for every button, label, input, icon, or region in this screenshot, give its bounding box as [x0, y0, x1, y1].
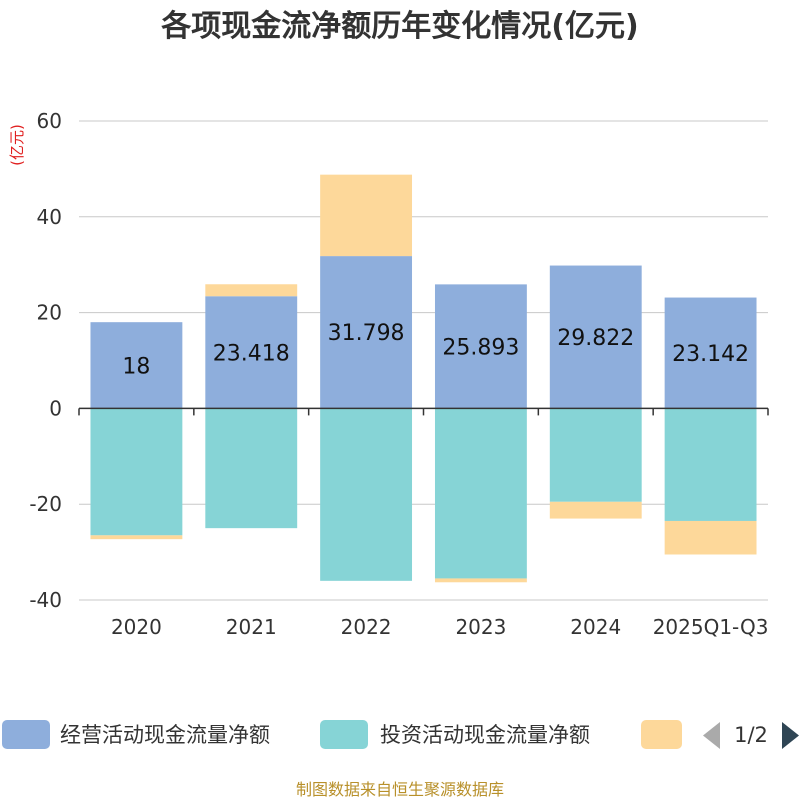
data-label: 23.418 — [213, 341, 290, 366]
legend-label-operating: 经营活动现金流量净额 — [60, 723, 270, 747]
x-axis — [78, 407, 769, 416]
y-axis-ticks: 60 40 20 0 -20 -40 — [29, 109, 62, 612]
bar-series1-2025Q1-Q3[interactable] — [664, 408, 757, 521]
bar-series2-2021[interactable] — [205, 284, 298, 297]
legend-item-investing[interactable]: 投资活动现金流量净额 — [320, 720, 590, 749]
data-labels: 18 23.418 31.798 25.893 29.822 23.142 — [122, 321, 749, 379]
data-label: 18 — [122, 354, 150, 379]
y-tick-label: 40 — [37, 205, 62, 229]
legend-swatch-investing — [320, 720, 368, 749]
bars — [90, 174, 757, 583]
triangle-right-icon[interactable] — [782, 722, 799, 749]
bar-series0-2021[interactable] — [205, 296, 298, 409]
bar-series1-2021[interactable] — [205, 408, 298, 529]
x-tick-label: 2023 — [455, 615, 506, 639]
y-tick-label: 0 — [49, 396, 62, 420]
y-tick-label: -40 — [29, 588, 62, 612]
y-tick-label: -20 — [29, 492, 62, 516]
bar-series2-2024[interactable] — [549, 501, 642, 519]
data-label: 25.893 — [442, 335, 519, 360]
bar-series2-2022[interactable] — [320, 174, 413, 257]
x-axis-tick-labels: 2020 2021 2022 2023 2024 2025Q1-Q3 — [111, 615, 769, 639]
data-label: 23.142 — [672, 342, 749, 367]
legend-label-investing: 投资活动现金流量净额 — [380, 723, 590, 747]
bar-series0-2025Q1-Q3[interactable] — [664, 297, 757, 409]
data-source-footer: 制图数据来自恒生聚源数据库 — [296, 780, 504, 799]
legend-item-third[interactable] — [641, 720, 682, 749]
bar-series2-2023[interactable] — [434, 578, 527, 583]
bar-series1-2023[interactable] — [434, 408, 527, 579]
data-label: 29.822 — [557, 326, 634, 351]
y-tick-label: 60 — [37, 109, 62, 133]
legend-item-operating[interactable]: 经营活动现金流量净额 — [2, 720, 270, 749]
data-label: 31.798 — [328, 321, 405, 346]
legend: 经营活动现金流量净额 投资活动现金流量净额 1/2 — [2, 720, 799, 749]
bar-series0-2022[interactable] — [320, 256, 413, 409]
y-tick-label: 20 — [37, 301, 62, 325]
bar-series0-2020[interactable] — [90, 322, 183, 409]
bar-series1-2020[interactable] — [90, 408, 183, 536]
bar-series0-2023[interactable] — [434, 284, 527, 409]
legend-page-indicator: 1/2 — [734, 723, 768, 747]
bar-series2-2025Q1-Q3[interactable] — [664, 520, 757, 555]
legend-swatch-operating — [2, 720, 50, 749]
x-tick-label: 2020 — [111, 615, 162, 639]
x-tick-label: 2022 — [341, 615, 392, 639]
bar-series1-2022[interactable] — [320, 408, 413, 581]
x-tick-label: 2024 — [570, 615, 621, 639]
bar-series2-2020[interactable] — [90, 535, 183, 540]
bar-series0-2024[interactable] — [549, 265, 642, 409]
legend-swatch-third — [641, 720, 682, 749]
y-axis-unit-label: (亿元) — [8, 124, 26, 166]
bar-series1-2024[interactable] — [549, 408, 642, 502]
triangle-left-icon[interactable] — [703, 722, 720, 749]
x-tick-label: 2025Q1-Q3 — [653, 615, 769, 639]
chart-title: 各项现金流净额历年变化情况(亿元) — [160, 9, 638, 44]
x-tick-label: 2021 — [226, 615, 277, 639]
